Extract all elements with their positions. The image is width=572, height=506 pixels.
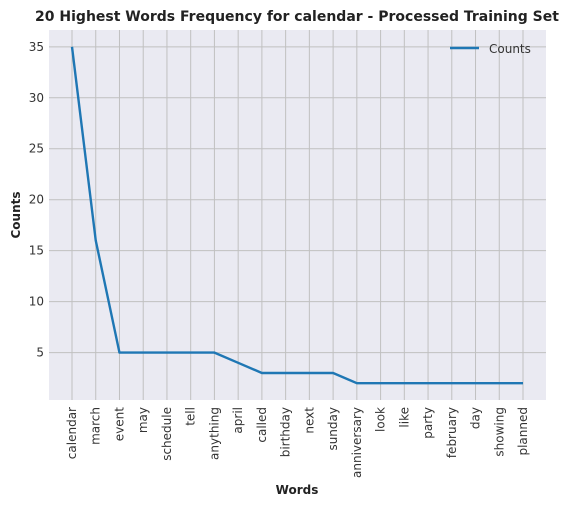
legend: Counts: [450, 42, 531, 56]
x-tick-label: anniversary: [350, 407, 364, 478]
plot-area: [49, 30, 546, 400]
x-tick-label: april: [231, 407, 245, 434]
y-tick-label: 20: [29, 193, 44, 207]
x-tick-label: day: [469, 407, 483, 429]
x-tick-label: next: [302, 407, 316, 434]
y-tick-label: 35: [29, 40, 44, 54]
x-tick-label: march: [89, 407, 103, 445]
x-ticks: calendar march event may schedule tell anythin…: [65, 407, 530, 478]
x-tick-label: look: [374, 407, 388, 432]
legend-label-counts: Counts: [489, 42, 531, 56]
series-line-counts: [70, 46, 523, 385]
x-tick-label: planned: [516, 407, 530, 456]
y-tick-label: 25: [29, 142, 44, 156]
y-tick-label: 15: [29, 244, 44, 258]
y-tick-label: 10: [29, 295, 44, 309]
x-tick-label: party: [421, 407, 435, 439]
y-tick-label: 30: [29, 91, 44, 105]
x-tick-label: like: [397, 407, 411, 428]
x-tick-label: tell: [184, 407, 198, 426]
x-tick-label: sunday: [326, 407, 340, 451]
x-tick-label: anything: [207, 407, 221, 460]
x-tick-label: schedule: [160, 407, 174, 461]
x-tick-label: calendar: [65, 407, 79, 459]
x-tick-label: showing: [492, 407, 506, 457]
x-axis-label: Words: [276, 483, 319, 497]
x-tick-label: birthday: [279, 407, 293, 457]
series-layer: [70, 46, 524, 385]
chart-title: 20 Highest Words Frequency for calendar …: [35, 9, 559, 25]
y-ticks: 5 10 15 20 25 30 35: [29, 40, 44, 360]
x-tick-label: february: [445, 407, 459, 458]
x-tick-label: event: [112, 407, 126, 441]
y-tick-label: 5: [36, 346, 44, 360]
x-tick-label: called: [255, 407, 269, 443]
y-axis-label: Counts: [9, 191, 23, 238]
grid: [49, 30, 546, 400]
x-tick-label: may: [136, 407, 150, 433]
